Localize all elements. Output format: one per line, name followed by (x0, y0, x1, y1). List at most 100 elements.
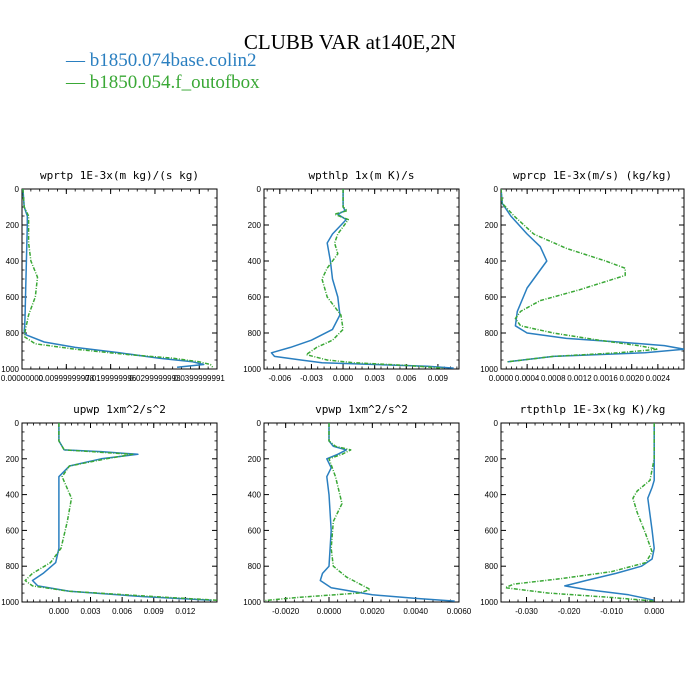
x-tick-label: 0.0020 (360, 607, 385, 616)
series-line-1 (564, 423, 655, 601)
legend-item-2: — b1850.054.f_outofbox (66, 72, 260, 94)
x-tick-label: 0.009 (428, 374, 449, 383)
chart-title: CLUBB VAR at140E,2N (243, 30, 457, 54)
y-tick-label: 1000 (243, 598, 261, 607)
x-tick-label: 0.000 (644, 607, 665, 616)
plot-frame (21, 188, 218, 370)
x-tick-label: 0.0299999993 (129, 374, 181, 383)
x-tick-label: 0.0399999991 (174, 374, 226, 383)
panel-1: wprtp 1E-3x(m kg)/(s kg) 0 200 400 600 800 100… (1, 169, 226, 383)
plot-frame (500, 422, 685, 603)
panel-title: rtpthlp 1E-3x(kg K)/kg (520, 403, 666, 416)
panel-2: wpthlp 1x(m K)/s 0 200 400 600 800 1000 -0.006-… (243, 169, 460, 383)
x-tick-label: -0.006 (268, 374, 291, 383)
y-tick-label: 0 (494, 419, 499, 428)
panel-title: wprcp 1E-3x(m/s) (kg/kg) (513, 169, 672, 182)
y-tick-label: 800 (6, 329, 20, 338)
y-tick-label: 400 (6, 257, 20, 266)
panel-5: vpwp 1xm^2/s^2 0 200 400 600 800 1000 -0.0020 0.… (243, 403, 472, 616)
y-tick-label: 200 (6, 221, 20, 230)
series-line-2 (501, 189, 659, 363)
y-tick-label: 0 (15, 419, 20, 428)
y-tick-label: 600 (485, 526, 499, 535)
x-tick-label: -0.003 (300, 374, 323, 383)
series-line-1 (501, 189, 684, 363)
y-tick-label: 400 (6, 491, 20, 500)
y-tick-label: 0 (257, 419, 262, 428)
x-tick-label: 0.006 (112, 607, 133, 616)
y-tick-label: 600 (485, 293, 499, 302)
y-tick-label: 1000 (243, 365, 261, 374)
panel-4: upwp 1xm^2/s^2 0 200 400 600 800 1000 0.000 0.00… (1, 403, 218, 616)
x-tick-label: 0.003 (365, 374, 386, 383)
y-tick-label: 0 (257, 185, 262, 194)
y-tick-label: 200 (248, 455, 262, 464)
x-tick-label: 0.0199999996 (85, 374, 137, 383)
y-tick-label: 400 (248, 491, 262, 500)
y-tick-label: 1000 (1, 598, 19, 607)
x-tick-label: 0.0000 (489, 374, 514, 383)
y-tick-label: 800 (248, 562, 262, 571)
panel-title: wpthlp 1x(m K)/s (309, 169, 415, 182)
plot-frame (21, 422, 218, 603)
legend-line-2: — b1850.054.f_outofbox (66, 72, 260, 93)
series-line-2 (22, 189, 214, 368)
y-tick-label: 400 (485, 257, 499, 266)
y-tick-label: 1000 (480, 365, 498, 374)
panel-6: rtpthlp 1E-3x(kg K)/kg 0 200 400 600 800 1000 -… (480, 403, 685, 616)
x-tick-label: 0.0008 (541, 374, 566, 383)
y-tick-label: 600 (248, 526, 262, 535)
y-tick-label: 400 (485, 491, 499, 500)
x-tick-label: 0.00000000 (1, 374, 44, 383)
series-line-1 (31, 423, 212, 601)
y-tick-label: 1000 (1, 365, 19, 374)
x-tick-label: 0.0000 (317, 607, 342, 616)
y-tick-label: 400 (248, 257, 262, 266)
plot-frame (263, 422, 460, 603)
panel-title: vpwp 1xm^2/s^2 (315, 403, 408, 416)
y-tick-label: 600 (248, 293, 262, 302)
x-tick-label: 0.000 (333, 374, 354, 383)
series-line-1 (22, 189, 205, 368)
x-tick-label: 0.00999999978 (39, 374, 95, 383)
series-line-2 (305, 189, 444, 369)
x-tick-label: 0.0020 (619, 374, 644, 383)
x-tick-label: -0.030 (515, 607, 538, 616)
panel-title: upwp 1xm^2/s^2 (73, 403, 166, 416)
plot-frame (500, 188, 685, 370)
y-tick-label: 800 (6, 562, 20, 571)
x-tick-label: -0.0020 (272, 607, 300, 616)
panel-3: wprcp 1E-3x(m/s) (kg/kg) 0 200 400 600 800 100… (480, 169, 685, 383)
y-tick-label: 200 (485, 455, 499, 464)
y-tick-label: 0 (15, 185, 20, 194)
y-tick-label: 0 (494, 185, 499, 194)
series-line-2 (264, 423, 371, 602)
x-tick-label: 0.0024 (646, 374, 671, 383)
x-tick-label: -0.020 (558, 607, 581, 616)
panel-title: wprtp 1E-3x(m kg)/(s kg) (40, 169, 199, 182)
y-tick-label: 200 (6, 455, 20, 464)
x-tick-label: -0.010 (600, 607, 623, 616)
legend-item-1: — b1850.074base.colin2 (66, 50, 257, 72)
x-tick-label: 0.0060 (447, 607, 472, 616)
plot-frame (263, 188, 460, 370)
x-tick-label: 0.009 (144, 607, 165, 616)
series-line-1 (270, 189, 454, 369)
x-tick-label: 0.012 (175, 607, 196, 616)
y-tick-label: 600 (6, 526, 20, 535)
legend-line-1: — b1850.074base.colin2 (66, 50, 257, 71)
x-tick-label: 0.0016 (593, 374, 618, 383)
y-tick-label: 600 (6, 293, 20, 302)
series-line-1 (319, 423, 455, 602)
x-tick-label: 0.006 (396, 374, 417, 383)
x-tick-label: 0.0012 (567, 374, 592, 383)
series-line-2 (24, 423, 217, 601)
x-tick-label: 0.0040 (403, 607, 428, 616)
series-line-2 (504, 423, 655, 602)
y-tick-label: 800 (485, 329, 499, 338)
x-tick-label: 0.0004 (515, 374, 540, 383)
y-tick-label: 200 (485, 221, 499, 230)
x-tick-label: 0.000 (49, 607, 70, 616)
x-tick-label: 0.003 (80, 607, 101, 616)
